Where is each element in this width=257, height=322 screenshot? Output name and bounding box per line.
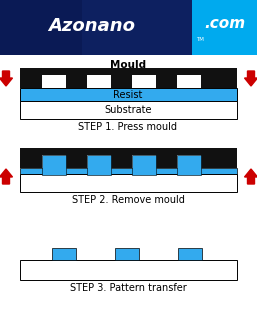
Bar	[20, 101, 237, 119]
Bar	[178, 248, 202, 260]
Text: STEP 1. Press mould: STEP 1. Press mould	[78, 122, 178, 132]
Bar	[42, 155, 66, 168]
Bar	[20, 68, 237, 88]
Bar	[20, 168, 237, 174]
FancyArrow shape	[0, 169, 13, 184]
Bar	[0, 0, 82, 55]
FancyArrow shape	[244, 71, 257, 86]
Bar	[177, 75, 201, 88]
Bar	[20, 260, 237, 280]
Bar	[52, 248, 76, 260]
Text: Substrate: Substrate	[104, 105, 152, 115]
FancyArrow shape	[0, 71, 13, 86]
Text: .com: .com	[204, 15, 245, 31]
Bar	[87, 155, 111, 175]
Bar	[20, 148, 237, 168]
Bar	[132, 155, 156, 168]
Bar	[132, 75, 156, 88]
Text: TM: TM	[196, 37, 204, 42]
Text: Resist: Resist	[113, 90, 143, 99]
FancyArrow shape	[244, 169, 257, 184]
Text: STEP 3. Pattern transfer: STEP 3. Pattern transfer	[70, 283, 186, 293]
Bar	[82, 0, 192, 55]
Bar	[132, 155, 156, 175]
Bar	[42, 155, 66, 175]
Bar	[192, 0, 257, 55]
Bar	[20, 88, 237, 101]
Bar	[42, 75, 66, 88]
Bar	[20, 174, 237, 192]
Bar	[87, 75, 111, 88]
Bar	[87, 155, 111, 168]
Text: STEP 2. Remove mould: STEP 2. Remove mould	[71, 195, 185, 205]
Bar	[177, 155, 201, 175]
Text: Mould: Mould	[110, 60, 146, 70]
Bar	[115, 248, 139, 260]
Bar	[177, 155, 201, 168]
Text: Azonano: Azonano	[49, 17, 136, 35]
